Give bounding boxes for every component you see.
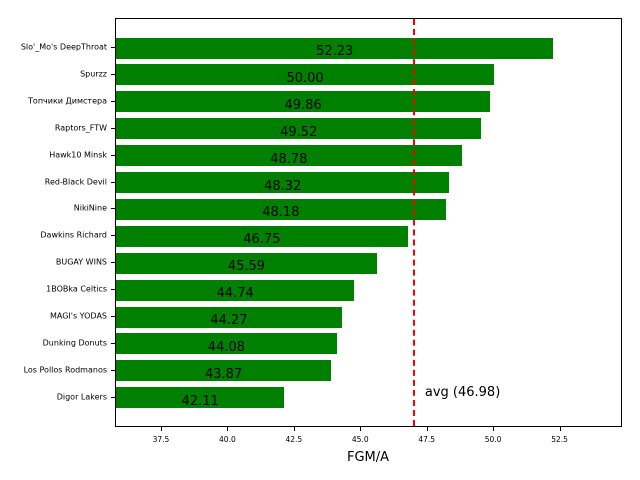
y-tick-label: Digor Lakers [56, 392, 107, 402]
bar-value-label: 42.11 [181, 393, 219, 409]
bar [116, 306, 342, 328]
y-tick-mark [111, 369, 115, 371]
x-tick-label: 45.0 [351, 435, 369, 444]
y-tick-label: Dunking Donuts [42, 338, 107, 348]
y-tick-label: Spurzz [80, 69, 107, 79]
y-tick-label: Hawk10 Minsk [49, 150, 107, 160]
x-tick-mark [493, 427, 495, 431]
x-tick-label: 50.0 [484, 435, 502, 444]
bar-value-label: 44.27 [210, 313, 248, 328]
bar-value-label: 48.32 [264, 178, 302, 194]
bar-value-label: 52.23 [316, 44, 354, 59]
y-tick-label: Los Pollos Rodmanos [23, 365, 107, 375]
x-tick-mark [426, 427, 428, 431]
bar [116, 37, 554, 59]
y-tick-mark [111, 289, 115, 291]
bar-value-label: 48.18 [262, 205, 300, 221]
y-tick-mark [111, 181, 115, 183]
y-tick-mark [111, 100, 115, 102]
bar-value-label: 49.86 [284, 97, 322, 113]
bar [116, 360, 332, 382]
y-tick-label: 1BOBka Celtics [46, 284, 107, 294]
bar-value-label: 45.59 [227, 259, 266, 275]
bar [116, 198, 446, 220]
y-tick-label: Dawkins Richard [40, 230, 107, 240]
x-tick-label: 37.5 [152, 435, 170, 444]
average-label: avg (46.98) [424, 385, 501, 400]
bar [116, 145, 462, 167]
bar [116, 333, 337, 355]
y-tick-label: BUGAY WINS [55, 257, 107, 267]
y-tick-mark [111, 47, 115, 48]
average-reference-line [412, 19, 415, 426]
bar [116, 172, 450, 193]
x-axis-title: FGM/A [346, 450, 390, 465]
bar [116, 252, 377, 274]
x-tick-label: 40.0 [219, 435, 236, 444]
bar [116, 279, 355, 301]
y-tick-label: Raptors_FTW [54, 123, 107, 133]
x-tick-mark [227, 427, 229, 431]
x-tick-mark [559, 427, 561, 431]
bar [116, 225, 408, 247]
y-tick-label: NikiNine [73, 203, 107, 213]
bar-value-label: 44.08 [207, 339, 246, 355]
y-tick-mark [111, 73, 115, 75]
x-tick-mark [293, 427, 295, 431]
x-tick-label: 42.5 [285, 435, 303, 444]
y-tick-label: MAGI's YODAS [49, 311, 107, 321]
bar [116, 91, 491, 113]
bar-value-label: 49.52 [280, 124, 318, 140]
bar-value-label: 44.74 [216, 286, 254, 302]
x-tick-label: 47.5 [418, 435, 436, 444]
bar-value-label: 43.87 [205, 366, 243, 382]
bar [116, 118, 482, 140]
y-tick-mark [111, 208, 115, 210]
bar-value-label: 50.00 [286, 70, 324, 86]
x-tick-mark [360, 427, 362, 431]
plot-area: avg (46.98) 52.23 50.00 49.86 49.52 48.78 48.… [115, 18, 622, 427]
y-tick-label: Топчики Димстера [28, 96, 107, 106]
y-tick-mark [111, 262, 115, 264]
bar-value-label: 46.75 [243, 232, 281, 248]
y-tick-label: Slo'_Mo's DeepThroat [20, 42, 107, 52]
y-tick-mark [111, 235, 115, 237]
y-tick-mark [111, 127, 115, 129]
y-tick-label: Red-Black Devil [44, 177, 107, 186]
y-tick-mark [111, 154, 115, 156]
y-tick-mark [111, 316, 115, 317]
bar [116, 387, 285, 409]
y-tick-mark [111, 396, 115, 398]
x-tick-mark [160, 427, 162, 431]
bar-value-label: 48.78 [270, 151, 308, 167]
y-tick-mark [111, 342, 115, 344]
bar [116, 64, 495, 86]
x-tick-label: 52.5 [551, 435, 568, 444]
